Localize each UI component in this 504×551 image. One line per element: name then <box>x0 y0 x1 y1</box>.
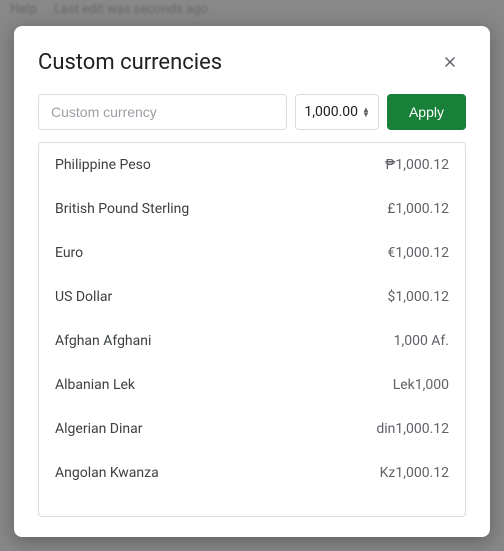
currency-item[interactable]: US Dollar $1,000.12 <box>39 275 465 319</box>
background-menu: Help Last edit was seconds ago <box>0 0 504 19</box>
currency-item[interactable]: Angolan Kwanza Kz1,000.12 <box>39 451 465 495</box>
currency-name: Euro <box>55 245 83 261</box>
currency-list-container: Philippine Peso ₱1,000.12 British Pound St… <box>38 142 466 517</box>
edit-status: Last edit was seconds ago <box>54 2 208 17</box>
apply-button[interactable]: Apply <box>387 94 466 130</box>
currency-sample: din1,000.12 <box>376 421 449 437</box>
currency-item[interactable]: Algerian Dinar din1,000.12 <box>39 407 465 451</box>
currency-sample: ₱1,000.12 <box>385 157 449 173</box>
search-input[interactable] <box>38 94 287 130</box>
menu-help: Help <box>10 2 37 17</box>
modal-title: Custom currencies <box>38 50 222 75</box>
modal-header: Custom currencies <box>14 26 490 94</box>
custom-currencies-modal: Custom currencies 1,000.00 ▲ ▼ Apply Phi… <box>14 26 490 537</box>
stepper-arrows-icon: ▲ ▼ <box>362 107 370 117</box>
currency-name: Philippine Peso <box>55 157 151 173</box>
currency-name: US Dollar <box>55 289 112 305</box>
currency-sample: Lek1,000 <box>393 377 449 393</box>
currency-sample: 1,000 Af. <box>394 333 449 349</box>
controls-row: 1,000.00 ▲ ▼ Apply <box>14 94 490 142</box>
currency-name: British Pound Sterling <box>55 201 189 217</box>
currency-item[interactable]: Philippine Peso ₱1,000.12 <box>39 143 465 187</box>
currency-sample: €1,000.12 <box>387 245 449 261</box>
format-value: 1,000.00 <box>304 104 358 120</box>
currency-name: Algerian Dinar <box>55 421 142 437</box>
format-select[interactable]: 1,000.00 ▲ ▼ <box>295 94 379 130</box>
currency-name: Albanian Lek <box>55 377 135 393</box>
close-button[interactable] <box>434 46 466 78</box>
currency-sample: £1,000.12 <box>387 201 449 217</box>
currency-list[interactable]: Philippine Peso ₱1,000.12 British Pound St… <box>39 143 465 516</box>
currency-sample: Kz1,000.12 <box>380 465 449 481</box>
currency-item[interactable]: Euro €1,000.12 <box>39 231 465 275</box>
currency-sample: $1,000.12 <box>387 289 449 305</box>
currency-item[interactable]: Albanian Lek Lek1,000 <box>39 363 465 407</box>
close-icon <box>441 53 459 71</box>
currency-name: Angolan Kwanza <box>55 465 159 481</box>
currency-item[interactable]: Afghan Afghani 1,000 Af. <box>39 319 465 363</box>
currency-name: Afghan Afghani <box>55 333 151 349</box>
currency-item[interactable]: British Pound Sterling £1,000.12 <box>39 187 465 231</box>
